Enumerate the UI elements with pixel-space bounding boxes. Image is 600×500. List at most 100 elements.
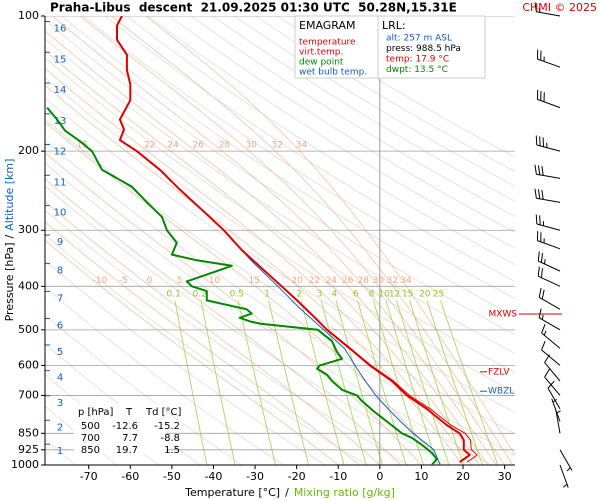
- wind-barb: [538, 308, 561, 331]
- dry-adiabat: [45, 57, 515, 374]
- wind-barb: [541, 323, 561, 349]
- profile-line: [46, 106, 438, 465]
- mixing-ratio-line: [174, 300, 208, 465]
- x-tick-label: 10: [414, 470, 428, 483]
- x-tick-label: -10: [329, 470, 347, 483]
- mixing-ratio-line: [396, 300, 450, 465]
- x-label-mixing: Mixing ratio [g/kg]: [294, 486, 395, 499]
- altitude-label: 3: [57, 398, 63, 409]
- pseudoadiabat-label: 30: [372, 276, 384, 286]
- pseudoadiabat: [45, 178, 401, 465]
- pseudoadiabat-label: 22: [309, 276, 320, 286]
- lrl-title: LRL:: [382, 19, 406, 32]
- mixing-ratio-label: 4: [331, 289, 337, 299]
- pseudoadiabat: [146, 16, 515, 456]
- dry-adiabat: [126, 16, 515, 266]
- mixing-ratio-line: [357, 300, 407, 465]
- pseudoadiabat-label: 34: [296, 141, 308, 151]
- mixing-ratio-label: 0.5: [230, 289, 244, 299]
- dry-adiabat: [190, 16, 515, 218]
- legend-entry: temperature: [299, 38, 356, 48]
- pseudoadiabat-label: 26: [192, 141, 204, 151]
- y-tick-label: 925: [18, 443, 39, 456]
- pseudoadiabat: [45, 68, 472, 465]
- pseudoadiabat: [52, 16, 497, 465]
- mixing-ratio-line: [237, 300, 276, 465]
- dry-adiabat: [83, 16, 515, 300]
- x-tick-label: -70: [80, 470, 98, 483]
- profile-line: [192, 201, 441, 465]
- y-tick-label: 100: [18, 9, 39, 22]
- dry-adiabat: [212, 16, 515, 202]
- x-axis-label: Temperature [°C] / Mixing ratio [g/kg]: [184, 486, 395, 499]
- wind-barb: [538, 287, 561, 310]
- wind-barb: [544, 368, 561, 396]
- wind-barb: [537, 266, 561, 287]
- wind-barb: [534, 188, 561, 203]
- pseudoadiabat-label: 20: [291, 276, 303, 286]
- chart-title: Praha-Libus descent 21.09.2025 01:30 UTC…: [50, 1, 457, 15]
- wind-barb: [534, 2, 561, 17]
- pseudoadiabat-label: 30: [245, 141, 257, 151]
- pseudoadiabat-label: 34: [400, 276, 412, 286]
- x-tick-label: 30: [498, 470, 512, 483]
- pseudoadiabat-label: 0: [147, 276, 153, 286]
- y-tick-label: 500: [18, 323, 39, 336]
- dry-adiabat: [276, 16, 515, 158]
- table-header: p [hPa]: [78, 407, 113, 418]
- y-tick-label: 700: [18, 388, 39, 401]
- dry-adiabat: [45, 118, 515, 435]
- table-cell: 1.5: [164, 445, 180, 456]
- altitude-label: 13: [54, 116, 67, 127]
- y-tick-label: 400: [18, 279, 39, 292]
- y-axis-label: Pressure [hPa] / Altitude [km]: [3, 159, 16, 322]
- dry-adiabat: [45, 162, 492, 465]
- wind-barb: [541, 340, 561, 366]
- x-tick-label: -30: [246, 470, 264, 483]
- lrl-line: press: 988.5 hPa: [386, 44, 461, 54]
- dry-adiabat: [45, 38, 515, 354]
- y-tick-label: 1000: [11, 458, 39, 471]
- lrl-line: alt: 257 m ASL: [386, 34, 452, 44]
- altitude-label: 14: [54, 85, 67, 96]
- mixing-ratio-label: 1: [264, 289, 270, 299]
- wind-barb: [534, 164, 561, 179]
- altitude-label: 8: [57, 266, 63, 277]
- mixing-ratio-label: 15: [402, 289, 413, 299]
- dry-adiabat: [255, 16, 515, 172]
- pseudoadiabat-label: 15: [77, 141, 88, 151]
- background-lines: [45, 16, 515, 465]
- x-tick-label: -40: [204, 470, 222, 483]
- dry-adiabat: [169, 16, 515, 233]
- mixing-ratio-label: 3: [317, 289, 323, 299]
- profile-line: [116, 16, 471, 463]
- pseudoadiabat-label: 28: [358, 276, 370, 286]
- dry-adiabat: [61, 16, 515, 317]
- wind-barb: [559, 449, 573, 472]
- pseudoadiabat: [45, 30, 489, 465]
- x-tick-label: 0: [376, 470, 383, 483]
- table-header: T: [125, 407, 133, 418]
- lrl-line: dwpt: 13.5 °C: [386, 65, 448, 75]
- y-tick-label: 300: [18, 223, 39, 236]
- x-tick-label: 20: [456, 470, 470, 483]
- dry-adiabat: [104, 16, 515, 283]
- table-header: Td [°C]: [145, 407, 182, 418]
- altitude-label: 4: [57, 373, 63, 384]
- mixing-ratio-label: 0.2: [193, 289, 207, 299]
- mixing-ratio-label: 10: [378, 289, 390, 299]
- altitude-label: 15: [54, 54, 67, 65]
- altitude-label: 16: [54, 24, 67, 35]
- legend-entry: virt.temp.: [299, 48, 343, 58]
- altitude-label: 2: [57, 422, 63, 433]
- pseudoadiabat: [45, 121, 443, 465]
- pseudoadiabat-label: 32: [387, 276, 398, 286]
- wind-barb: [559, 464, 569, 488]
- lrl-box: [377, 15, 486, 79]
- mixing-ratio-line: [200, 300, 236, 465]
- wind-barb: [536, 49, 561, 68]
- table-box: [74, 404, 166, 454]
- pseudoadiabat: [80, 16, 505, 465]
